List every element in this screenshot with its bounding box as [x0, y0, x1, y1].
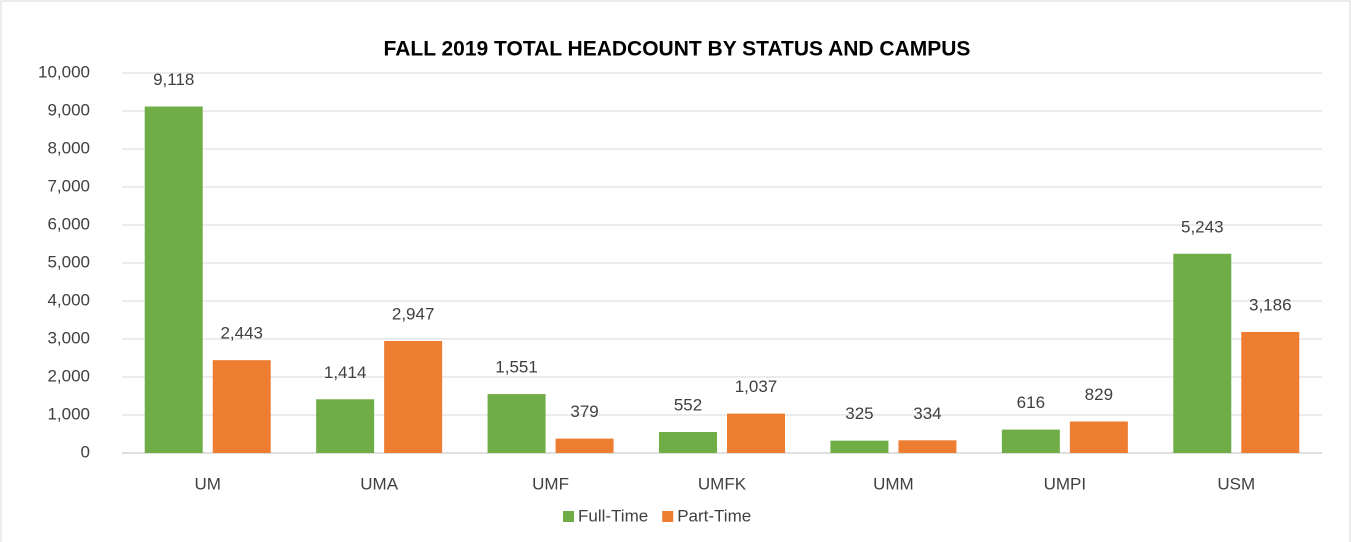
x-tick-label: UMM	[873, 474, 914, 493]
bar	[1241, 331, 1300, 453]
data-label: 2,947	[392, 304, 435, 323]
data-label: 616	[1017, 393, 1045, 412]
bar	[1173, 253, 1232, 453]
data-label: 1,551	[495, 358, 538, 377]
bar	[1069, 421, 1128, 453]
y-tick-label: 7,000	[47, 176, 90, 195]
y-tick-label: 9,000	[47, 100, 90, 119]
bar	[316, 399, 375, 453]
y-tick-label: 1,000	[47, 404, 90, 423]
x-tick-label: USM	[1217, 474, 1255, 493]
data-label: 379	[570, 402, 598, 421]
chart-title: FALL 2019 TOTAL HEADCOUNT BY STATUS AND …	[384, 38, 971, 61]
y-tick-label: 8,000	[47, 138, 90, 157]
data-label: 829	[1085, 385, 1113, 404]
bar	[384, 341, 443, 453]
data-label: 334	[913, 404, 941, 423]
y-tick-label: 4,000	[47, 290, 90, 309]
bar	[212, 360, 271, 453]
x-tick-label: UMPI	[1044, 474, 1087, 493]
data-label: 325	[845, 404, 873, 423]
data-label: 9,118	[153, 70, 194, 89]
legend-swatch	[563, 511, 574, 522]
y-tick-label: 10,000	[38, 62, 90, 81]
data-label: 3,186	[1249, 295, 1292, 314]
y-tick-label: 0	[81, 442, 90, 461]
data-label: 5,243	[1181, 217, 1224, 236]
bar	[1001, 429, 1060, 453]
y-tick-label: 3,000	[47, 328, 90, 347]
bar	[659, 432, 717, 453]
data-label: 1,037	[735, 377, 778, 396]
bar	[144, 106, 203, 454]
legend-swatch	[662, 511, 674, 522]
y-tick-label: 5,000	[47, 252, 90, 271]
data-label: 552	[674, 396, 702, 415]
bar	[487, 394, 546, 453]
x-tick-label: UM	[194, 474, 220, 493]
x-tick-label: UMFK	[698, 474, 747, 493]
x-tick-label: UMA	[360, 474, 398, 493]
bar	[727, 413, 785, 453]
data-label: 1,414	[324, 363, 367, 382]
y-tick-label: 6,000	[47, 214, 90, 233]
data-label: 2,443	[220, 324, 263, 343]
legend-label: Part-Time	[677, 506, 751, 525]
bar	[830, 440, 889, 453]
y-tick-label: 2,000	[47, 366, 90, 385]
bar	[898, 440, 957, 453]
legend-label: Full-Time	[578, 506, 648, 525]
x-tick-label: UMF	[532, 474, 569, 493]
bar	[555, 438, 614, 453]
